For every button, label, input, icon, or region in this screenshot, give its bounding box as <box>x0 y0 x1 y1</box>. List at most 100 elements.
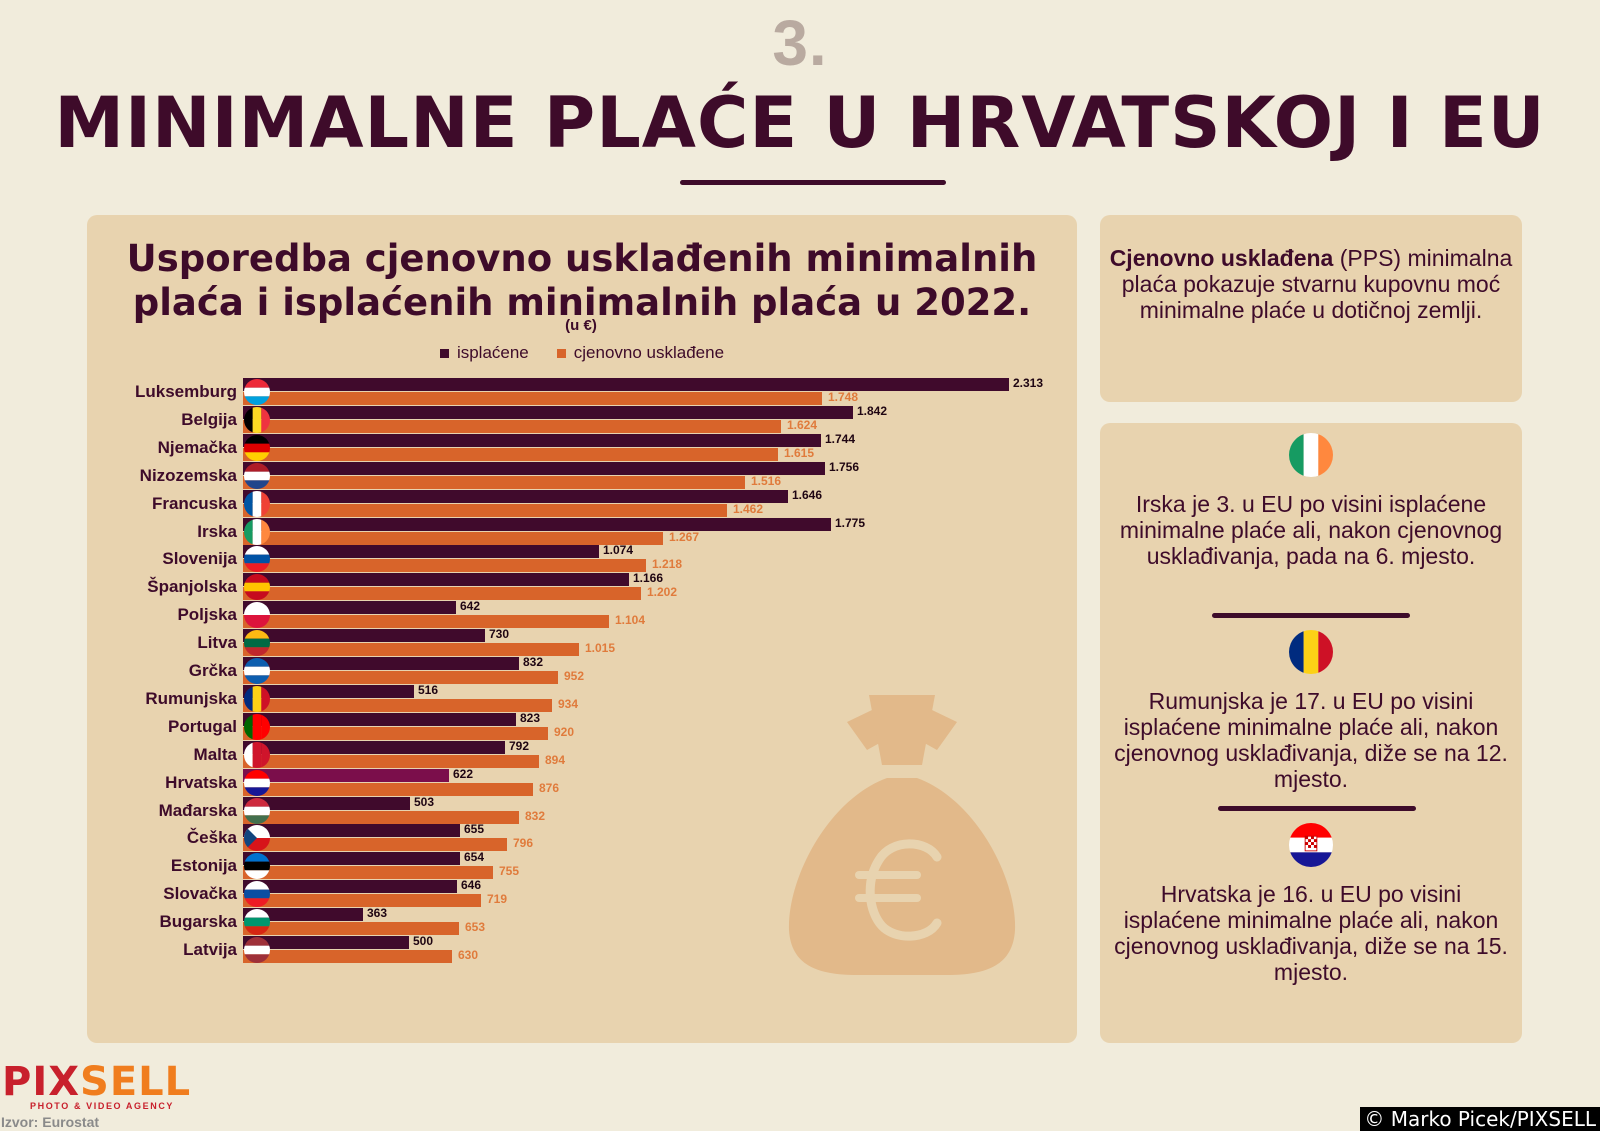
pps-bold-text: Cjenovno usklađena <box>1109 245 1334 271</box>
value-label-paid: 646 <box>461 878 482 893</box>
flag-icon <box>244 574 270 601</box>
value-label-pps: 1.202 <box>647 585 678 600</box>
money-bag-euro-icon <box>788 695 1016 975</box>
bar-paid <box>243 740 505 754</box>
chart-row: Malta 792 894 <box>87 739 1077 769</box>
bar-pps <box>243 922 459 936</box>
value-label-pps: 1.615 <box>784 445 815 460</box>
chart-row: Nizozemska 1.756 1.516 <box>87 459 1077 490</box>
value-label-pps: 1.516 <box>751 473 782 488</box>
value-label-pps: 719 <box>487 892 508 907</box>
chart-title: Usporedba cjenovno usklađenih minimalnih… <box>87 237 1077 325</box>
chart-row: Slovenija 1.074 1.218 <box>87 543 1077 573</box>
flag-icon <box>244 937 270 963</box>
bar-pps <box>243 615 609 629</box>
chart-unit: (u €) <box>87 317 1077 334</box>
chart-row: Češka 655 796 <box>87 822 1077 852</box>
flag-icon <box>244 741 270 768</box>
chart-row: Belgija 1.842 1.624 <box>87 403 1077 434</box>
value-label-pps: 952 <box>564 669 585 683</box>
romania-note: Rumunjska je 17. u EU po visini isplaćen… <box>1100 630 1522 792</box>
chart-row: Njemačka 1.744 1.615 <box>87 431 1077 462</box>
bar-pps <box>243 950 452 963</box>
bar-paid <box>243 880 457 894</box>
bar-paid <box>243 852 460 866</box>
divider-1 <box>1212 613 1410 618</box>
value-label-paid: 500 <box>413 934 434 948</box>
flag-icon <box>244 658 270 684</box>
value-label-pps: 920 <box>554 724 575 739</box>
value-label-paid: 1.166 <box>633 571 664 586</box>
country-label: Belgija <box>181 409 237 429</box>
value-label-paid: 363 <box>367 906 388 921</box>
value-label-paid: 654 <box>464 850 485 865</box>
country-label: Latvija <box>183 940 237 959</box>
value-label-paid: 642 <box>460 599 481 614</box>
legend-label-pps: cjenovno usklađene <box>573 343 725 362</box>
country-label: Španjolska <box>147 577 237 597</box>
flag-icon <box>244 909 270 936</box>
logo-part-pix: PIX <box>2 1059 81 1105</box>
bar-paid <box>243 629 485 643</box>
country-label: Portugal <box>168 716 237 736</box>
country-label: Hrvatska <box>165 772 237 792</box>
value-label-paid: 832 <box>523 655 544 669</box>
bar-pps <box>243 475 745 489</box>
photo-credit: © Marko Picek/PIXSELL <box>1360 1107 1600 1131</box>
bar-paid <box>243 433 821 447</box>
chart-row: Bugarska 363 653 <box>87 906 1077 936</box>
bar-pps <box>243 726 548 740</box>
value-label-paid: 1.744 <box>825 431 856 446</box>
value-label-paid: 1.756 <box>829 459 860 474</box>
value-label-paid: 2.313 <box>1013 376 1044 390</box>
bar-paid <box>243 573 629 587</box>
pps-explanation-card: Cjenovno usklađena (PPS) minimalna plaća… <box>1100 215 1522 402</box>
value-label-pps: 1.624 <box>787 417 818 432</box>
unit-label: (u €) <box>565 317 597 334</box>
bar-paid <box>243 461 825 475</box>
value-label-pps: 832 <box>525 808 546 823</box>
pps-body-text: (PPS) minimalna plaća pokazuje stvarnu k… <box>1121 245 1513 323</box>
bar-paid <box>243 824 460 838</box>
romania-text: Rumunjska je 17. u EU po visini isplaćen… <box>1114 688 1508 792</box>
country-label: Francuska <box>151 493 237 513</box>
legend-item-pps: cjenovno usklađene <box>556 343 725 363</box>
flag-icon <box>244 518 270 545</box>
chart-legend: isplaćene cjenovno usklađene <box>87 343 1077 363</box>
chart-row: Grčka 832 952 <box>87 655 1077 685</box>
bar-pps <box>243 698 552 712</box>
bar-paid <box>243 601 456 615</box>
value-label-pps: 894 <box>545 752 566 767</box>
country-label: Njemačka <box>157 437 237 457</box>
country-label: Mađarska <box>158 800 237 820</box>
country-label: Estonija <box>170 856 237 876</box>
bar-paid <box>243 545 599 559</box>
chart-row: Rumunjska 516 934 <box>87 682 1077 713</box>
flag-icon <box>244 797 270 824</box>
chart-row: Mađarska 503 832 <box>87 795 1077 825</box>
flag-icon <box>244 602 270 629</box>
value-label-paid: 516 <box>418 682 439 697</box>
flag-icon <box>244 434 270 461</box>
country-label: Slovenija <box>162 549 237 569</box>
country-label: Irska <box>197 521 237 541</box>
flag-icon <box>244 713 270 740</box>
flag-icon <box>244 685 270 712</box>
logo-part-sell: SELL <box>80 1059 192 1105</box>
flag-icon <box>244 406 270 433</box>
country-label: Litva <box>197 633 237 653</box>
value-label-paid: 655 <box>464 822 485 837</box>
value-label-pps: 653 <box>465 920 486 935</box>
bar-pps <box>243 392 822 405</box>
bar-paid <box>243 405 853 419</box>
flag-icon <box>244 490 270 517</box>
country-label: Luksemburg <box>134 382 237 401</box>
bar-pps <box>243 447 778 461</box>
bar-pps <box>243 643 579 657</box>
bar-paid <box>243 908 363 922</box>
bar-paid <box>243 796 410 810</box>
chart-row: Hrvatska 622 876 <box>87 767 1077 797</box>
bar-pps <box>243 754 539 768</box>
ireland-flag-icon <box>1289 433 1333 477</box>
value-label-paid: 1.842 <box>857 403 888 418</box>
